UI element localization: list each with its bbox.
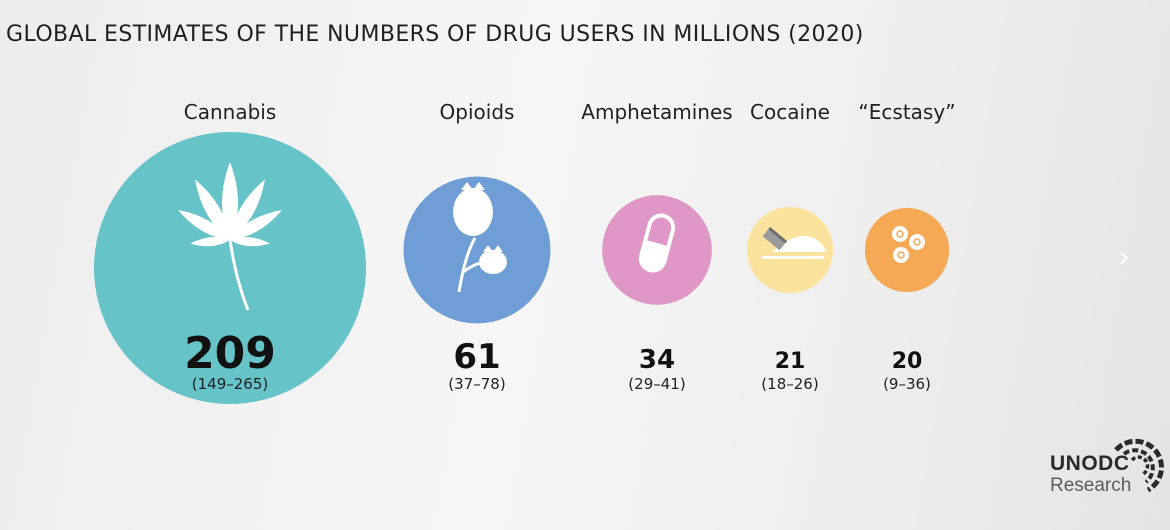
logo-research-text: Research [1050, 475, 1132, 496]
bubble-0 [94, 132, 366, 404]
category-label-3: Cocaine [750, 100, 830, 124]
bubble-group-1: Opioids 61(37–78) [403, 100, 551, 393]
value-label-2: 34 [639, 345, 675, 375]
cocaine-razor-icon [762, 226, 826, 259]
logo-unodc-text: UNODC [1050, 452, 1130, 475]
category-label-1: Opioids [440, 100, 515, 124]
range-label-4: (9–36) [883, 375, 931, 393]
page-title: GLOBAL ESTIMATES OF THE NUMBERS OF DRUG … [6, 22, 864, 47]
next-slide-chevron-icon[interactable]: › [1118, 240, 1130, 275]
cannabis-leaf-icon [178, 162, 282, 311]
range-label-1: (37–78) [448, 375, 505, 393]
capsule-icon [638, 213, 676, 273]
poppy-icon [453, 182, 507, 293]
category-label-0: Cannabis [184, 100, 277, 124]
unodc-logo: UNODC Research [1044, 428, 1166, 498]
logo-arcs-icon [1114, 438, 1164, 493]
bubble-group-4: “Ecstasy” 20(9–36) [858, 100, 955, 393]
value-label-4: 20 [892, 349, 923, 374]
bubble-1 [403, 176, 551, 324]
value-label-0: 209 [184, 328, 276, 379]
range-label-3: (18–26) [761, 375, 818, 393]
value-label-1: 61 [453, 337, 500, 377]
range-label-2: (29–41) [628, 375, 685, 393]
bubble-group-0: Cannabis 209(149–265) [94, 100, 366, 404]
category-label-4: “Ecstasy” [858, 100, 955, 124]
range-label-0: (149–265) [192, 375, 268, 393]
ecstasy-pills-icon [892, 226, 925, 263]
bubble-group-2: Amphetamines 34(29–41) [581, 100, 732, 393]
value-label-3: 21 [775, 349, 806, 374]
bubble-group-3: Cocaine 21(18–26) [746, 100, 834, 393]
category-label-2: Amphetamines [581, 100, 732, 124]
